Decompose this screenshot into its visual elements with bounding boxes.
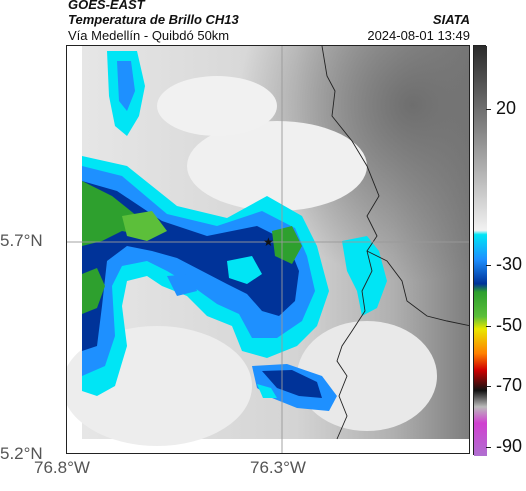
lon-tick-76-8: 76.8°W [34,458,90,477]
colorbar-tick-minus-30: -30 [496,254,523,274]
region-subtitle: Vía Medellín - Quibdó 50km [68,28,230,43]
timestamp: 2024-08-01 13:49 [367,28,470,43]
product-title: Temperatura de Brillo CH13 [68,12,239,27]
lat-tick-5-7: 5.7°N [0,231,43,250]
lon-tick-76-3: 76.3°W [250,458,306,477]
colorbar-tick-minus-50: -50 [496,315,523,335]
colorbar-tick-20: 20 [496,98,517,118]
star-marker: ★ [263,235,274,249]
satellite-image: ★ [67,46,469,453]
organization-name: SIATA [432,12,470,27]
map-frame[interactable]: ★ [66,45,470,454]
lat-tick-5-2: 5.2°N [0,444,43,463]
colorbar [473,45,487,456]
colorbar-tick-minus-70: -70 [496,375,523,395]
satellite-name: GOES-EAST [68,0,145,12]
colorbar-tick-minus-90: -90 [496,436,523,456]
